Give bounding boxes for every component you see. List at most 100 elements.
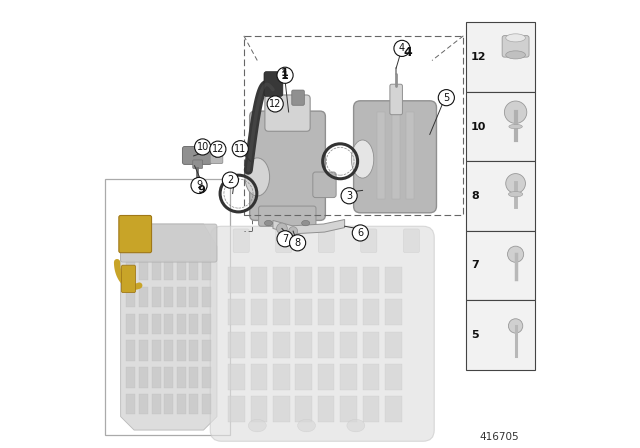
Bar: [202, 367, 211, 388]
Bar: [202, 340, 211, 361]
Ellipse shape: [245, 158, 269, 196]
Bar: [465, 161, 535, 231]
Text: 416705: 416705: [479, 432, 519, 442]
Polygon shape: [120, 224, 217, 430]
FancyBboxPatch shape: [250, 111, 325, 220]
Circle shape: [506, 174, 525, 194]
Text: 3: 3: [346, 191, 352, 201]
Bar: [340, 396, 356, 422]
Bar: [177, 367, 186, 388]
Bar: [127, 340, 136, 361]
Bar: [152, 394, 161, 414]
FancyBboxPatch shape: [120, 224, 217, 262]
Text: 12: 12: [212, 144, 224, 154]
Circle shape: [504, 101, 527, 123]
Bar: [250, 267, 267, 293]
Circle shape: [222, 172, 239, 188]
Bar: [177, 314, 186, 334]
Bar: [152, 260, 161, 280]
Text: 7: 7: [471, 260, 479, 271]
Circle shape: [195, 139, 211, 155]
Bar: [152, 287, 161, 307]
Bar: [152, 340, 161, 361]
Bar: [139, 260, 148, 280]
Bar: [385, 267, 401, 293]
Bar: [317, 396, 334, 422]
Bar: [139, 340, 148, 361]
FancyBboxPatch shape: [313, 172, 336, 198]
Bar: [139, 394, 148, 414]
Bar: [362, 332, 379, 358]
FancyBboxPatch shape: [276, 229, 292, 253]
Text: 9: 9: [197, 185, 205, 195]
FancyBboxPatch shape: [264, 72, 283, 96]
Circle shape: [438, 90, 454, 106]
FancyBboxPatch shape: [502, 35, 529, 57]
Bar: [127, 367, 136, 388]
Circle shape: [352, 225, 369, 241]
Bar: [465, 300, 535, 370]
Text: 11: 11: [234, 144, 246, 154]
Ellipse shape: [508, 192, 523, 197]
Bar: [317, 332, 334, 358]
Text: 9: 9: [196, 181, 202, 190]
Ellipse shape: [509, 125, 522, 129]
Text: 1: 1: [281, 71, 289, 81]
Bar: [228, 299, 244, 325]
Polygon shape: [273, 220, 344, 234]
Circle shape: [267, 96, 284, 112]
Bar: [228, 267, 244, 293]
Bar: [340, 299, 356, 325]
FancyBboxPatch shape: [403, 229, 419, 253]
Bar: [139, 367, 148, 388]
Bar: [273, 332, 289, 358]
FancyBboxPatch shape: [265, 95, 310, 131]
Ellipse shape: [506, 51, 525, 59]
Circle shape: [508, 246, 524, 262]
Bar: [189, 287, 198, 307]
Bar: [296, 299, 312, 325]
Bar: [139, 314, 148, 334]
Circle shape: [232, 141, 248, 157]
Text: 2: 2: [227, 175, 234, 185]
Bar: [139, 287, 148, 307]
Bar: [152, 367, 161, 388]
FancyBboxPatch shape: [233, 229, 249, 253]
Text: 1: 1: [282, 70, 288, 80]
Bar: [164, 340, 173, 361]
FancyBboxPatch shape: [361, 229, 377, 253]
Bar: [273, 364, 289, 390]
Bar: [340, 267, 356, 293]
FancyBboxPatch shape: [210, 226, 435, 441]
Bar: [202, 314, 211, 334]
Bar: [362, 364, 379, 390]
Text: 12: 12: [471, 52, 486, 62]
Bar: [164, 394, 173, 414]
Ellipse shape: [351, 140, 374, 178]
Circle shape: [394, 40, 410, 56]
Bar: [228, 396, 244, 422]
Circle shape: [289, 227, 298, 236]
Bar: [177, 260, 186, 280]
Ellipse shape: [506, 34, 525, 42]
Bar: [296, 332, 312, 358]
Bar: [385, 299, 401, 325]
Text: 6: 6: [357, 228, 364, 238]
Bar: [202, 287, 211, 307]
Bar: [465, 92, 535, 161]
Circle shape: [508, 319, 523, 333]
Bar: [273, 299, 289, 325]
Bar: [385, 332, 401, 358]
Text: 10: 10: [471, 121, 486, 132]
Ellipse shape: [264, 220, 273, 226]
Bar: [250, 364, 267, 390]
Bar: [177, 340, 186, 361]
Bar: [202, 260, 211, 280]
Bar: [105, 179, 230, 435]
Circle shape: [277, 67, 293, 83]
Text: 5: 5: [444, 93, 449, 103]
Ellipse shape: [301, 220, 310, 226]
Bar: [362, 396, 379, 422]
Bar: [317, 267, 334, 293]
Circle shape: [210, 141, 226, 157]
